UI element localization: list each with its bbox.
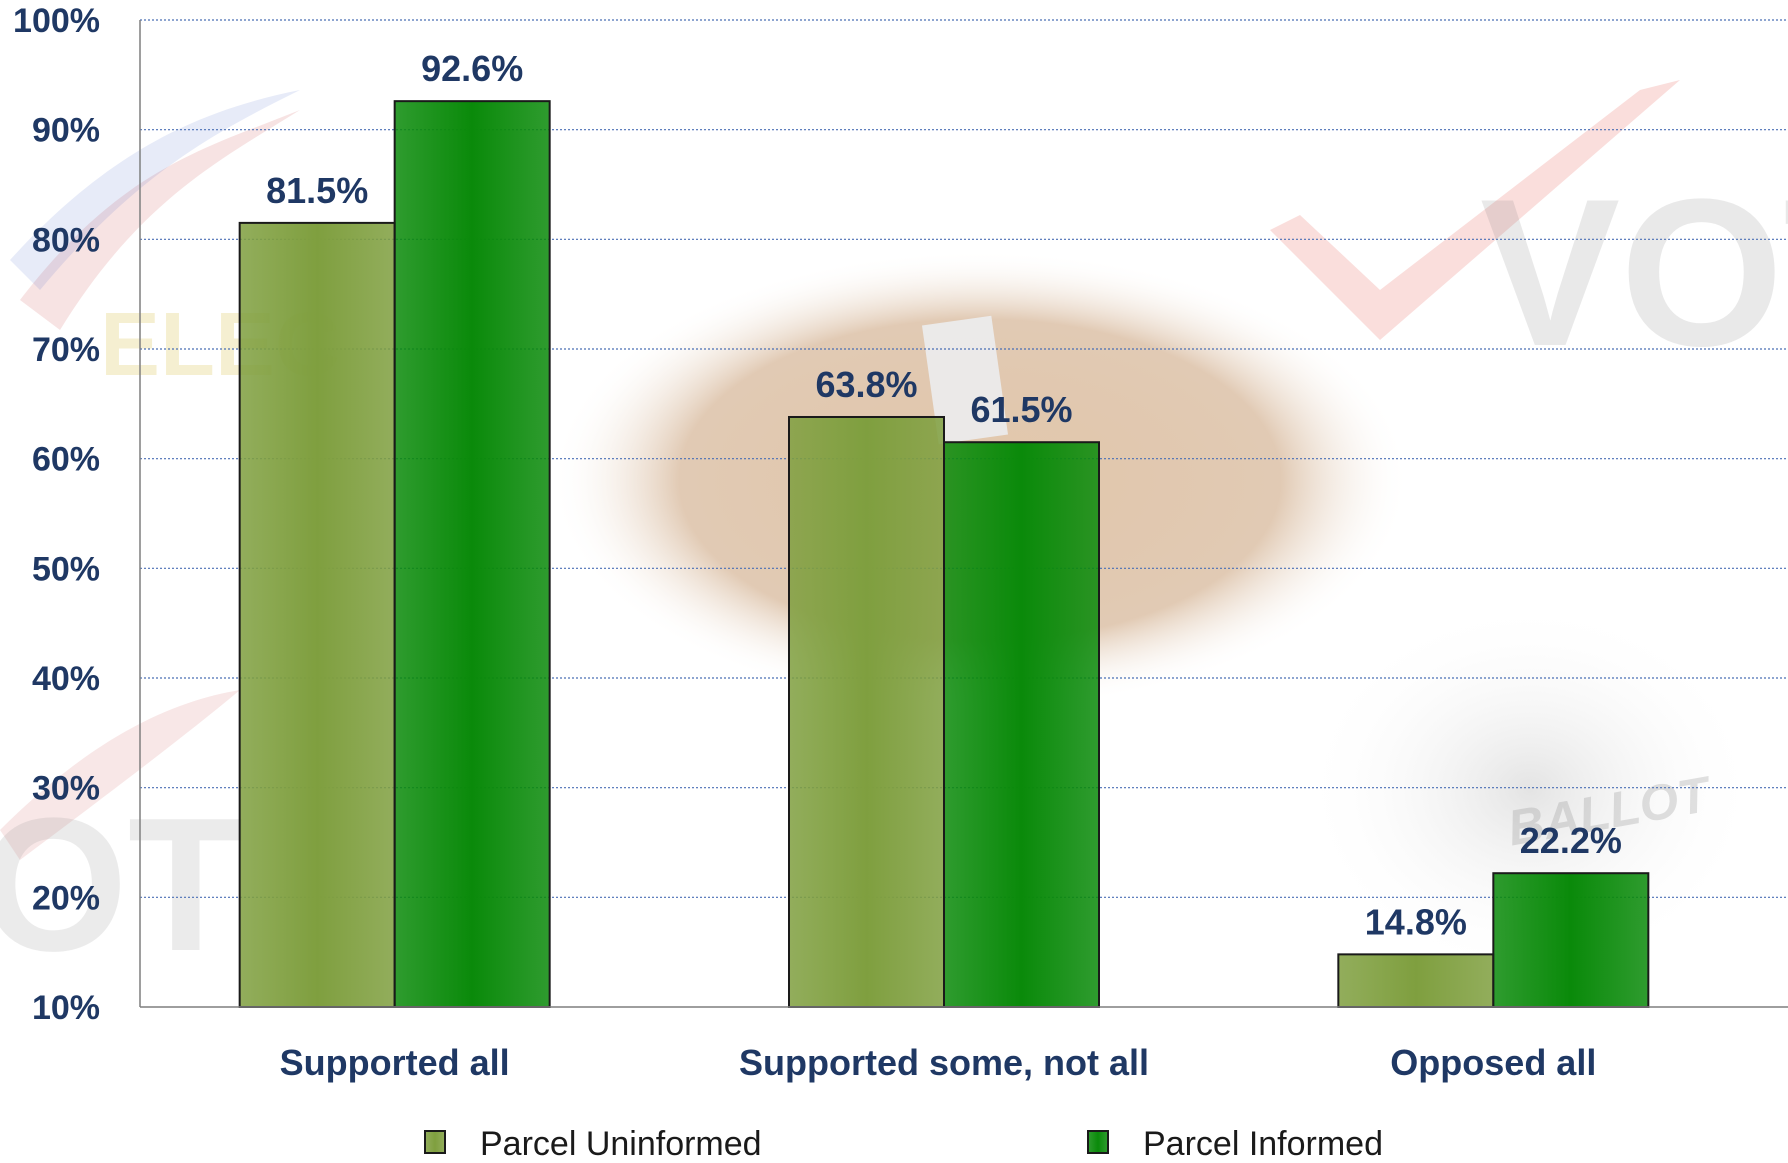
bar-parcel-uninformed	[788, 415, 945, 1008]
data-label: 22.2%	[1520, 820, 1622, 861]
y-tick-label: 50%	[32, 550, 100, 588]
data-label: 81.5%	[266, 170, 368, 211]
legend-label: Parcel Informed	[1143, 1125, 1383, 1163]
x-tick-label: Supported some, not all	[739, 1042, 1149, 1083]
y-tick-label: 10%	[32, 989, 100, 1027]
bar-parcel-uninformed	[238, 221, 396, 1008]
data-label: 14.8%	[1365, 901, 1467, 942]
bar-parcel-informed	[393, 100, 551, 1009]
x-tick-label: Supported all	[280, 1042, 510, 1083]
data-label: 61.5%	[970, 389, 1072, 430]
checkmark-watermark	[1270, 80, 1680, 340]
x-tick-label: Opposed all	[1390, 1042, 1596, 1083]
bar-parcel-uninformed	[1337, 953, 1495, 1008]
bars	[238, 100, 1650, 1009]
flag-swoosh-watermark	[20, 110, 300, 330]
legend: Parcel Uninformed Parcel Informed	[424, 1125, 1383, 1163]
y-tick-label: 20%	[32, 879, 100, 917]
y-tick-label: 70%	[32, 331, 100, 369]
legend-label: Parcel Uninformed	[480, 1125, 762, 1163]
y-tick-label: 60%	[32, 441, 100, 479]
y-tick-label: 100%	[13, 2, 100, 40]
y-tick-label: 40%	[32, 660, 100, 698]
bar-parcel-informed	[1492, 872, 1650, 1008]
ballot-paper-shape	[921, 315, 1009, 445]
data-label: 63.8%	[815, 364, 917, 405]
flag-swoosh-watermark-lower	[0, 690, 240, 860]
data-labels: 81.5% 92.6% 63.8% 61.5% 14.8% 22.2%	[266, 48, 1622, 942]
x-axis: Supported all Supported some, not all Oppo…	[140, 1006, 1788, 1083]
data-label: 92.6%	[421, 48, 523, 89]
watermark-text-ot: OT	[0, 779, 244, 991]
legend-swatch	[1087, 1130, 1109, 1154]
y-axis: 10% 20% 30% 40% 50% 60% 70% 80% 90% 100%	[13, 2, 141, 1027]
y-tick-label: 80%	[32, 221, 100, 259]
legend-swatch	[424, 1130, 446, 1154]
watermark-text-vot: VOT	[1480, 155, 1788, 390]
bar-parcel-informed	[943, 441, 1100, 1008]
y-tick-label: 30%	[32, 770, 100, 808]
y-tick-label: 90%	[32, 112, 100, 150]
